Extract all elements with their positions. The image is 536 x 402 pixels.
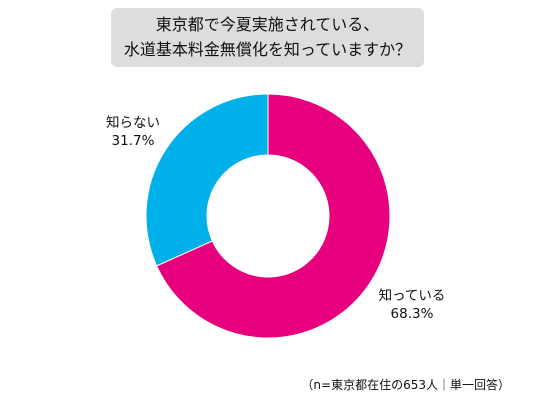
slice-value-shiranai: 31.7% bbox=[111, 133, 155, 149]
slice-shiranai bbox=[145, 93, 269, 267]
slice-category-shitteiru: 知っている bbox=[378, 288, 446, 304]
chart-title-line-2: 水道基本料金無償化を知っていますか？ bbox=[123, 40, 412, 59]
slice-shitteiru bbox=[155, 93, 391, 339]
chart-title-line-1: 東京都で今夏実施されている、 bbox=[155, 15, 380, 34]
chart-title-box: 東京都で今夏実施されている、 水道基本料金無償化を知っていますか？ bbox=[111, 8, 424, 67]
sample-footnote: （n=東京都在住の653人｜単一回答） bbox=[301, 378, 510, 392]
slice-label-shitteiru: 知っている 68.3% bbox=[373, 287, 451, 323]
slice-category-shiranai: 知らない bbox=[106, 115, 160, 131]
slice-label-shiranai: 知らない 31.7% bbox=[98, 114, 168, 150]
slice-value-shitteiru: 68.3% bbox=[390, 306, 434, 322]
